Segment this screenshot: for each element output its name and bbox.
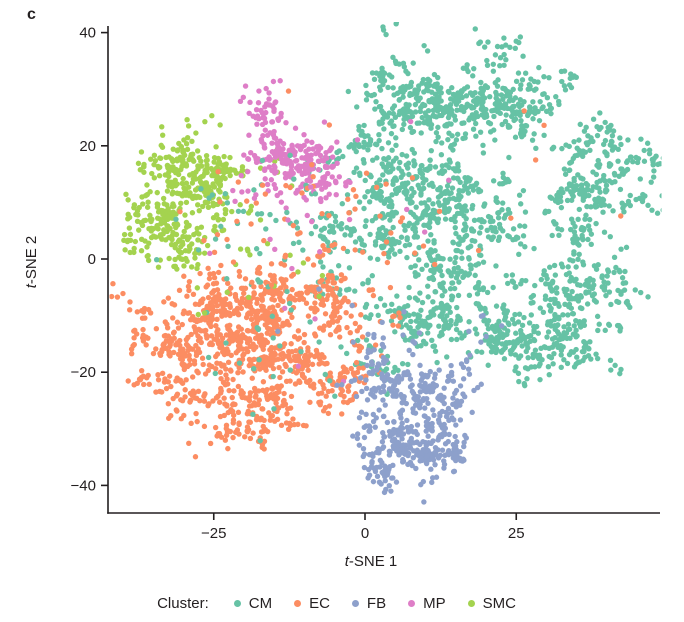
- legend-title: Cluster:: [157, 595, 209, 612]
- y-tick-label: −20: [71, 364, 96, 381]
- legend-item-smc: SMC: [467, 595, 516, 612]
- legend-label-mp: MP: [423, 595, 446, 612]
- legend-label-smc: SMC: [482, 595, 516, 612]
- y-tick-label: 40: [79, 25, 96, 42]
- legend-item-cm: CM: [233, 595, 273, 612]
- y-tick-label: 20: [79, 138, 96, 155]
- legend-swatch-mp: [408, 600, 416, 607]
- x-tick-label: 25: [508, 525, 525, 542]
- legend-item-mp: MP: [408, 595, 446, 612]
- y-tick-label: 0: [88, 251, 96, 268]
- legend: Cluster: CM EC FB MP SMC: [0, 595, 684, 612]
- x-tick-label: −25: [201, 525, 226, 542]
- legend-label-ec: EC: [309, 595, 330, 612]
- x-axis-label: t-SNE 1: [345, 553, 398, 570]
- legend-label-fb: FB: [366, 595, 387, 612]
- y-axis-label: t-SNE 2: [23, 236, 40, 289]
- legend-swatch-ec: [294, 600, 302, 607]
- legend-label-cm: CM: [248, 595, 273, 612]
- legend-swatch-fb: [351, 600, 359, 607]
- y-tick-label: −40: [71, 477, 96, 494]
- legend-item-ec: EC: [294, 595, 330, 612]
- legend-swatch-cm: [233, 600, 241, 607]
- x-tick-label: 0: [361, 525, 369, 542]
- legend-swatch-smc: [467, 600, 475, 607]
- legend-item-fb: FB: [351, 595, 387, 612]
